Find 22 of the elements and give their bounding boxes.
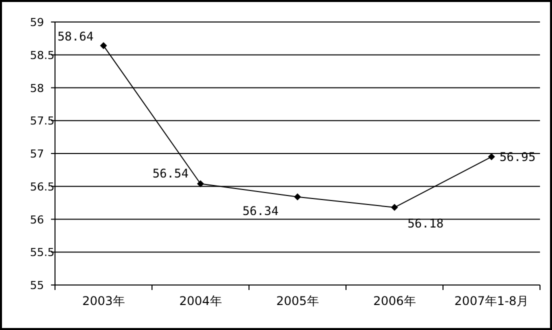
x-tick-label: 2005年 [276, 294, 319, 308]
y-tick-label: 55.5 [30, 246, 54, 260]
point [488, 153, 495, 160]
y-tick-label: 58.5 [30, 48, 54, 62]
data-label: 56.34 [242, 204, 279, 218]
point [100, 42, 107, 50]
data-label: 56.54 [152, 166, 189, 181]
y-tick-label: 57 [30, 148, 44, 160]
y-tick-label: 58 [30, 82, 44, 95]
data-label: 58.64 [57, 30, 94, 44]
x-tick-label: 2006年 [373, 294, 416, 308]
y-tick-label: 59 [30, 16, 44, 29]
y-tick-label: 56.5 [30, 180, 54, 194]
point [197, 180, 204, 188]
x-tick-label: 2003年 [82, 294, 125, 308]
y-tick-label: 57.5 [30, 114, 54, 128]
point [294, 193, 301, 200]
y-tick-label: 55 [30, 279, 44, 292]
x-tick-label: 2004年 [179, 294, 222, 308]
x-tick-label: 2007年1-8月 [454, 294, 529, 308]
y-tick-label: 56 [30, 213, 44, 226]
point [391, 204, 398, 211]
